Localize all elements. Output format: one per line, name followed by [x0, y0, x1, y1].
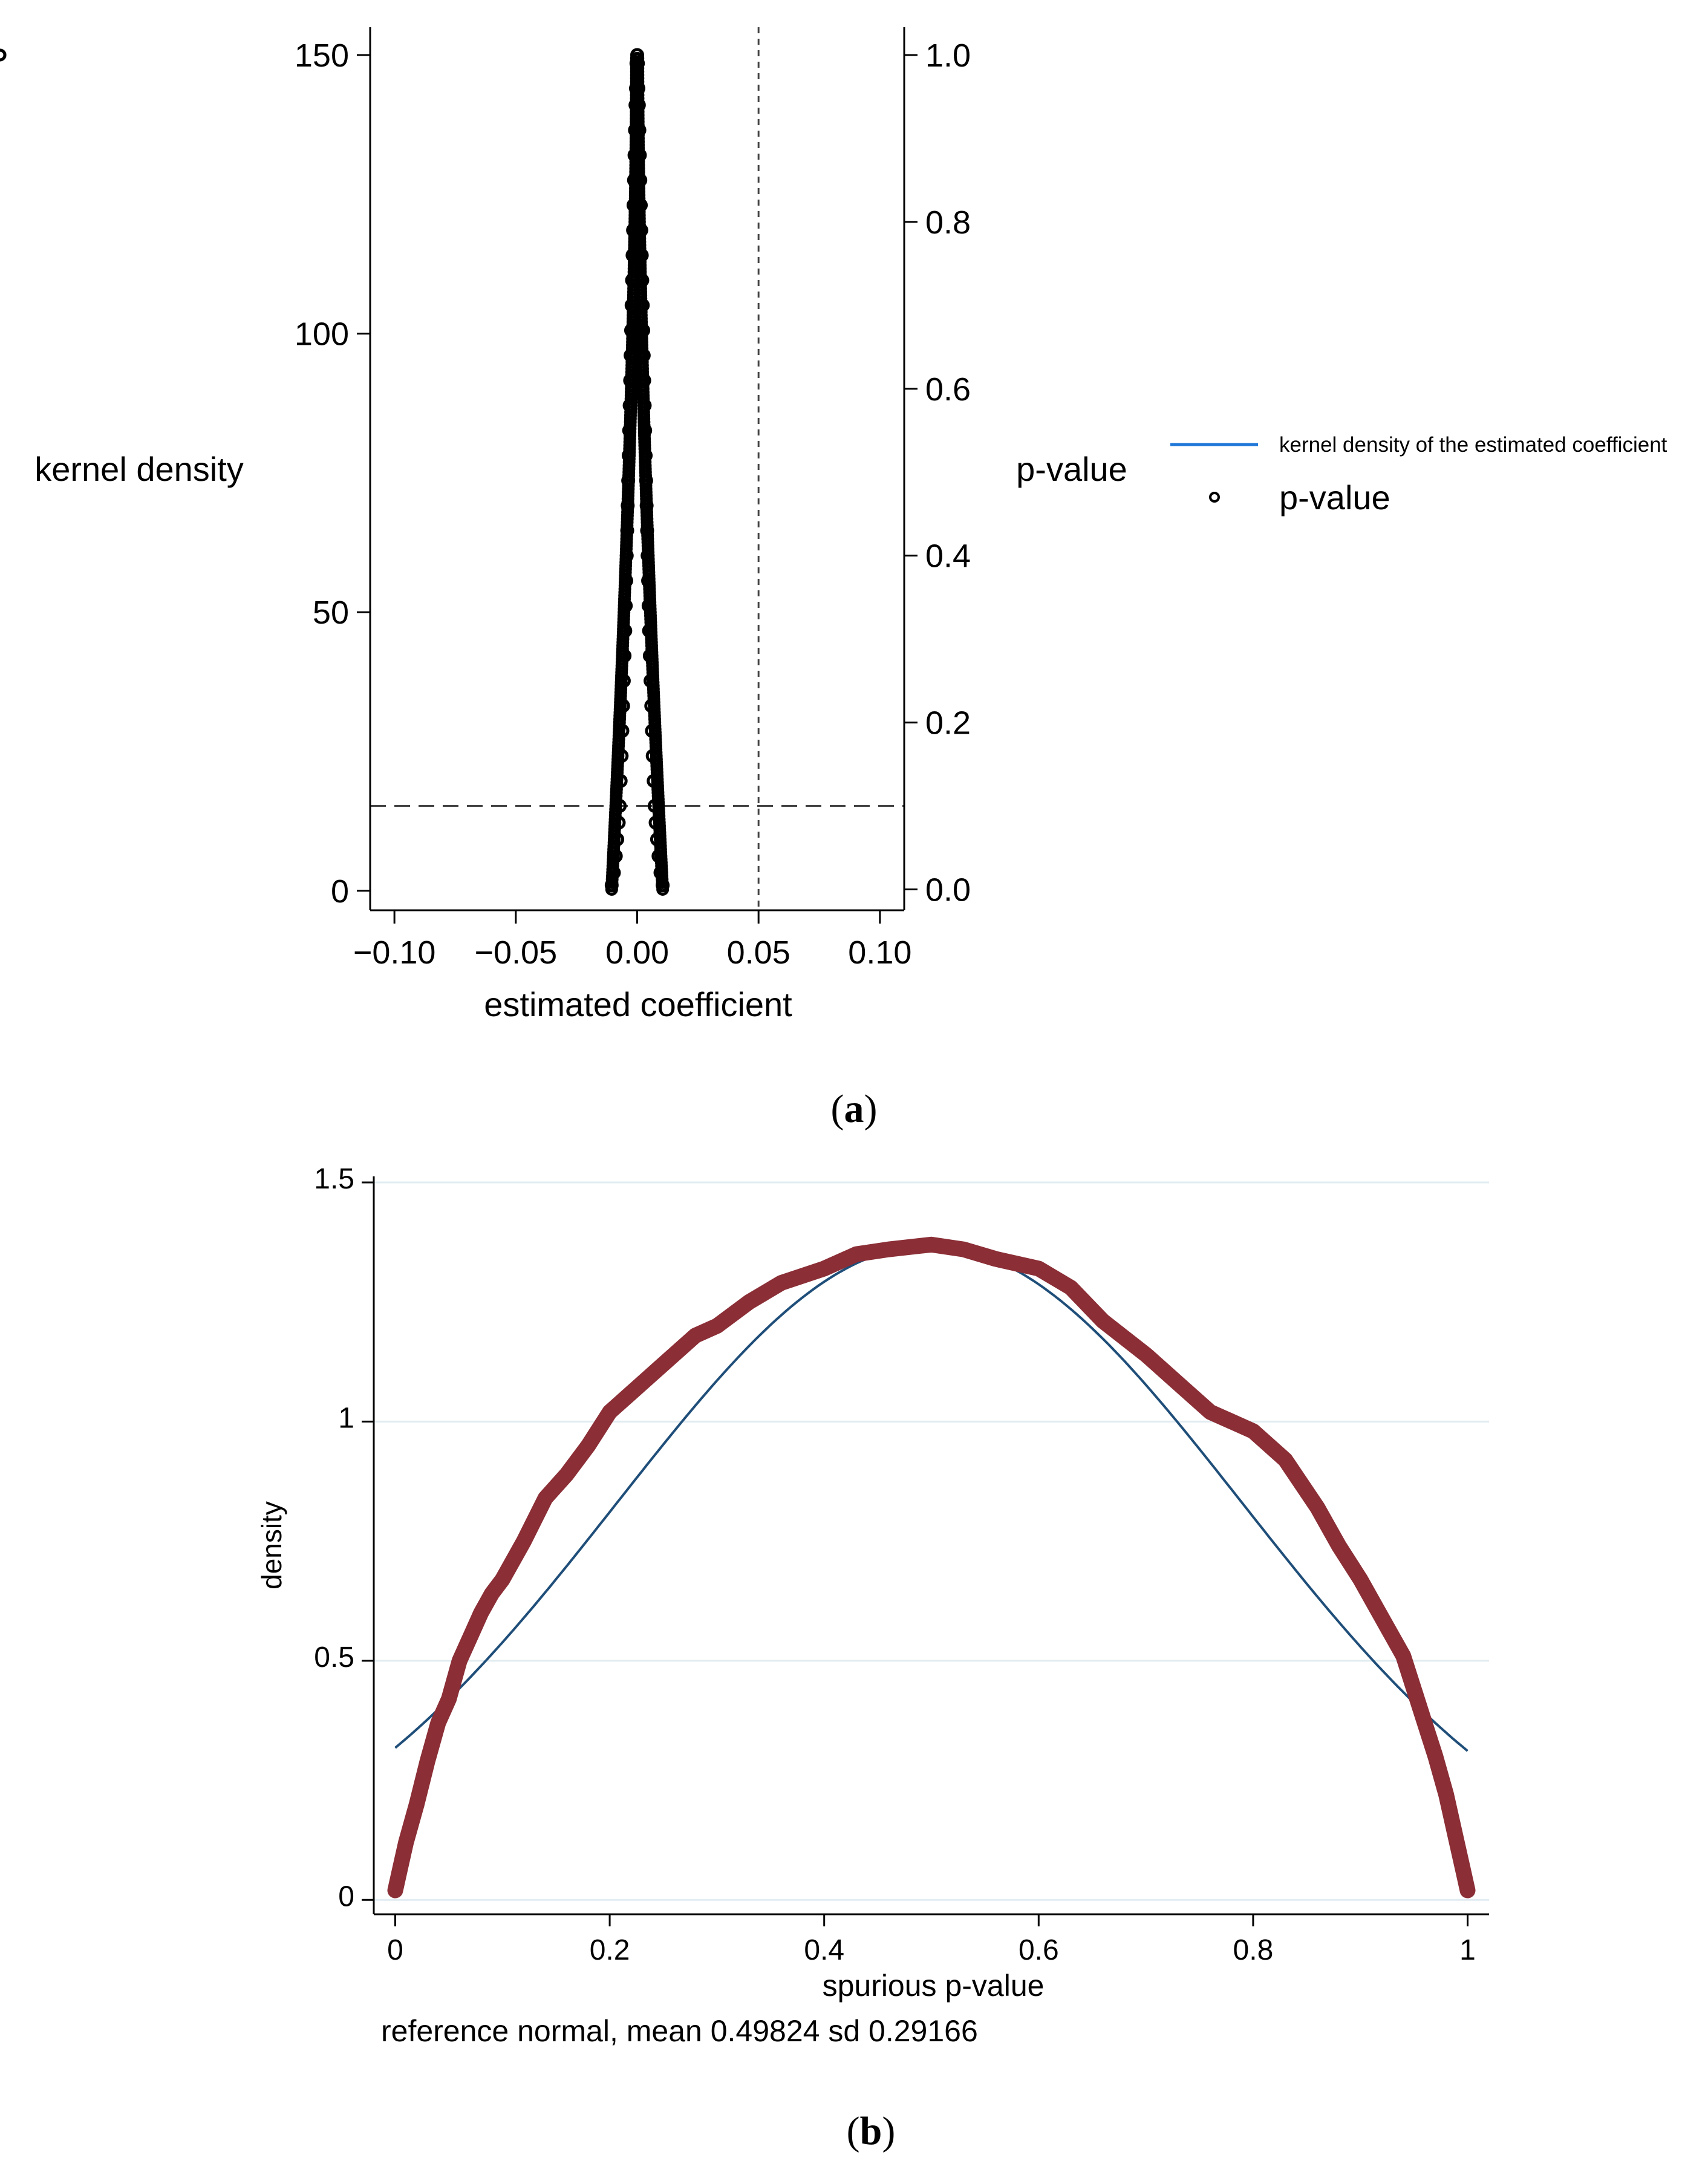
y-ticks: 0 0.5 1 1.5 — [314, 1163, 374, 1912]
left-y-ticks: 0 50 100 150 — [295, 37, 370, 910]
y-tick-label: 0.5 — [314, 1641, 354, 1674]
right-tick-label: 0.0 — [925, 872, 971, 908]
left-tick-label: 100 — [295, 316, 349, 353]
legend-circle-swatch — [1209, 492, 1220, 503]
kernel-density-line — [387, 1236, 1476, 1899]
p-value-points — [0, 48, 670, 896]
x-tick-label: 0.2 — [590, 1934, 630, 1966]
legend-label-pvalue: p-value — [1279, 478, 1390, 517]
left-tick-label: 50 — [313, 595, 349, 631]
ylabel-b: density — [256, 1501, 287, 1589]
x-tick-label: 0.8 — [1233, 1934, 1274, 1966]
reference-lines — [370, 27, 904, 910]
x-tick-label: 1 — [1459, 1934, 1476, 1966]
axes-b — [373, 1176, 1489, 1915]
legend-label-kde: kernel density of the estimated coeffici… — [1279, 433, 1667, 457]
normal-note: reference normal, mean 0.49824 sd 0.2916… — [381, 2014, 978, 2048]
ylabel-right: p-value — [1016, 450, 1127, 488]
x-tick-label: 0.4 — [804, 1934, 844, 1966]
right-tick-label: 0.8 — [925, 204, 971, 241]
svg-text:(a): (a) — [831, 1087, 878, 1131]
x-tick-label: 0.10 — [848, 934, 911, 971]
kernel-density-curve — [387, 1236, 1476, 1899]
ylabel-left: kernel density — [34, 450, 244, 488]
right-tick-label: 0.6 — [925, 371, 971, 408]
y-tick-label: 1 — [338, 1402, 354, 1434]
x-tick-label: 0.05 — [727, 934, 790, 971]
x-tick-label: 0.00 — [605, 934, 669, 971]
left-tick-label: 0 — [331, 873, 349, 910]
gridlines — [374, 1181, 1489, 1901]
right-tick-label: 0.2 — [925, 705, 971, 742]
x-tick-label: −0.10 — [353, 934, 436, 971]
left-tick-label: 150 — [295, 37, 349, 74]
y-tick-label: 0 — [338, 1880, 354, 1912]
x-ticks: −0.10 −0.05 0.00 0.05 0.10 — [353, 910, 911, 971]
right-tick-label: 1.0 — [925, 37, 971, 74]
panel-label-b: (b) — [847, 2109, 896, 2153]
xlabel-a: estimated coefficient — [484, 985, 792, 1023]
p-value-point — [0, 48, 7, 62]
x-tick-label: 0.6 — [1019, 1934, 1059, 1966]
x-tick-label: −0.05 — [474, 934, 557, 971]
svg-text:(b): (b) — [847, 2109, 896, 2153]
panel-a: 0 50 100 150 0.0 0.2 0.4 0.6 0.8 1.0 −0.10 −0.05 0… — [0, 27, 1667, 1023]
x-tick-label: 0 — [387, 1934, 403, 1966]
right-y-ticks: 0.0 0.2 0.4 0.6 0.8 1.0 — [904, 37, 971, 908]
right-tick-label: 0.4 — [925, 538, 971, 575]
panel-label-a: (a) — [831, 1087, 878, 1131]
panel-b: 0 0.5 1 1.5 0 0.2 0.4 0.6 0.8 1 density spurious… — [256, 1163, 1489, 2048]
legend-a: kernel density of the estimated coeffici… — [1170, 433, 1667, 517]
p-value-point — [631, 51, 645, 65]
y-tick-label: 1.5 — [314, 1163, 354, 1195]
x-ticks: 0 0.2 0.4 0.6 0.8 1 — [387, 1914, 1476, 1966]
xlabel-b: spurious p-value — [823, 1969, 1045, 2003]
